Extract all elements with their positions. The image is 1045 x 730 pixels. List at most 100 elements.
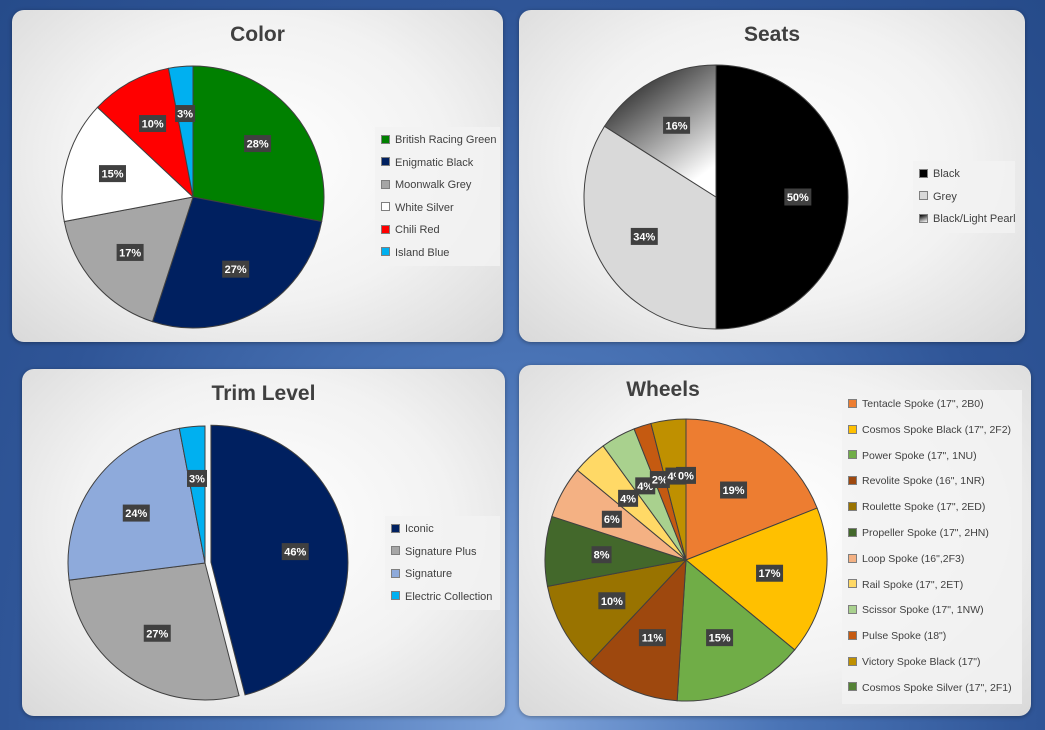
legend-label: Victory Spoke Black (17") xyxy=(862,655,981,668)
data-label-text: 34% xyxy=(633,231,655,243)
data-label-text: 2% xyxy=(652,475,668,487)
legend-item-island-blue: Island Blue xyxy=(381,242,494,265)
pie-slice-black xyxy=(715,64,849,330)
data-label-cosmos-spoke-black-17-2f2: 17% xyxy=(756,564,784,582)
legend-label: Power Spoke (17", 1NU) xyxy=(862,449,977,462)
data-label-black-light-pearl: 16% xyxy=(663,116,691,134)
legend-label: Iconic xyxy=(405,523,434,535)
legend-label: Black xyxy=(933,168,960,180)
legend-label: Signature xyxy=(405,568,453,580)
data-label-text: 0% xyxy=(678,470,694,482)
data-label-black: 50% xyxy=(784,188,812,206)
legend-swatch xyxy=(391,568,400,578)
data-label-electric-collection: 3% xyxy=(187,469,208,487)
data-label-power-spoke-17-1nu: 15% xyxy=(706,629,734,647)
pie-slice-victory-spoke-black-17 xyxy=(650,418,687,561)
data-label-loop-spoke-16-2f3: 6% xyxy=(601,510,622,528)
data-label-box xyxy=(598,592,626,610)
legend-swatch xyxy=(391,546,400,556)
chart-title: Color xyxy=(230,23,285,46)
data-label-rail-spoke-17-2et: 4% xyxy=(618,489,639,507)
legend-item-white-silver: White Silver xyxy=(381,197,494,220)
data-label-propeller-spoke-17-2hn: 8% xyxy=(591,546,612,564)
legend-item-cosmos-spoke-black-17-2f2: Cosmos Spoke Black (17", 2F2) xyxy=(848,418,1016,444)
legend-label: British Racing Green xyxy=(395,134,497,146)
legend-swatch xyxy=(381,134,390,144)
data-label-box xyxy=(618,489,639,507)
data-label-box xyxy=(676,466,696,484)
chart-panel-seats: Seats 50% 34% 16% Black Grey Black/Light Pea… xyxy=(519,10,1025,342)
legend-item-iconic: Iconic xyxy=(391,518,494,541)
legend-swatch xyxy=(848,424,857,434)
legend-label: Scissor Spoke (17", 1NW) xyxy=(862,604,984,617)
legend-item-black: Black xyxy=(919,163,1009,186)
data-label-text: 4% xyxy=(620,493,636,505)
legend-item-cosmos-spoke-silver-17-2f1: Cosmos Spoke Silver (17", 2F1) xyxy=(848,676,1016,702)
pie-slice-iconic xyxy=(210,424,349,696)
data-label-island-blue: 3% xyxy=(175,105,196,123)
legend-item-loop-spoke-16-2f3: Loop Spoke (16",2F3) xyxy=(848,547,1016,573)
data-label-box xyxy=(116,243,144,261)
chart-panel-wheels: Wheels 19% 17% 15% 11% 10% 8% 6% 4% 4% 2% 4% 0% Ten… xyxy=(519,365,1031,716)
legend-label: Propeller Spoke (17", 2HN) xyxy=(862,526,989,539)
legend-swatch xyxy=(381,157,390,167)
legend-label: Island Blue xyxy=(395,246,450,259)
data-label-text: 15% xyxy=(101,169,123,181)
legend-swatch xyxy=(848,527,857,537)
data-label-box xyxy=(175,105,196,123)
data-label-text: 19% xyxy=(723,485,745,497)
chart-legend: Iconic Signature Plus Signature Electric Co… xyxy=(385,516,500,610)
legend-swatch xyxy=(848,579,857,589)
data-label-revolite-spoke-16-1nr: 11% xyxy=(638,629,666,647)
legend-label: Loop Spoke (16",2F3) xyxy=(862,552,965,565)
pie-slice-white-silver xyxy=(61,106,195,223)
pie-slice-island-blue xyxy=(167,65,194,198)
legend-swatch xyxy=(381,179,390,189)
legend-label: Black/Light Pearl xyxy=(933,213,1016,225)
data-label-text: 11% xyxy=(642,633,664,645)
data-label-box xyxy=(630,227,658,245)
chart-legend: Tentacle Spoke (17", 2B0) Cosmos Spoke Bl… xyxy=(842,390,1022,704)
legend-swatch xyxy=(848,501,857,511)
legend-label: Enigmatic Black xyxy=(395,156,474,169)
data-label-box xyxy=(143,624,171,642)
legend-item-victory-spoke-black-17: Victory Spoke Black (17") xyxy=(848,650,1016,676)
chart-panel-color: Color 28% 27% 17% 15% 10% 3% British Racing G… xyxy=(12,10,503,342)
data-label-box xyxy=(222,260,250,278)
data-label-text: 27% xyxy=(225,264,247,276)
pie-slice-electric-collection xyxy=(178,425,206,564)
data-label-text: 6% xyxy=(604,514,620,526)
data-label-box xyxy=(139,115,167,133)
legend-item-enigmatic-black: Enigmatic Black xyxy=(381,152,494,175)
data-label-text: 8% xyxy=(594,550,610,562)
pie-slice-signature xyxy=(67,427,206,581)
data-label-box xyxy=(601,510,622,528)
data-label-british-racing-green: 28% xyxy=(244,135,272,153)
pie-slice-chili-red xyxy=(96,67,194,199)
legend-item-black-light-pearl: Black/Light Pearl xyxy=(919,208,1016,231)
legend-item-signature: Signature xyxy=(391,563,494,586)
data-label-box xyxy=(638,629,666,647)
data-label-text: 16% xyxy=(666,120,688,132)
legend-item-revolite-spoke-16-1nr: Revolite Spoke (16", 1NR) xyxy=(848,469,1016,495)
pie-slice-tentacle-spoke-17-2b0 xyxy=(685,418,818,561)
legend-item-scissor-spoke-17-1nw: Scissor Spoke (17", 1NW) xyxy=(848,598,1016,624)
legend-swatch xyxy=(848,553,857,563)
data-label-cosmos-spoke-silver-17-2f1: 0% xyxy=(676,466,696,484)
legend-item-pulse-spoke-18: Pulse Spoke (18") xyxy=(848,624,1016,650)
legend-label: Roulette Spoke (17", 2ED) xyxy=(862,501,986,514)
data-label-text: 17% xyxy=(759,568,781,580)
legend-swatch xyxy=(848,630,857,640)
legend-swatch xyxy=(919,191,928,201)
data-label-text: 3% xyxy=(177,109,193,121)
legend-swatch xyxy=(381,247,390,257)
data-label-box xyxy=(756,564,784,582)
legend-label: Moonwalk Grey xyxy=(395,179,472,191)
legend-label: Rail Spoke (17", 2ET) xyxy=(862,578,964,591)
legend-swatch xyxy=(848,476,857,486)
legend-item-rail-spoke-17-2et: Rail Spoke (17", 2ET) xyxy=(848,573,1016,599)
legend-swatch xyxy=(919,213,928,223)
chart-panel-trim-level: Trim Level 46% 27% 24% 3% Iconic Signature P… xyxy=(22,369,505,716)
data-label-box xyxy=(663,116,691,134)
data-label-signature: 24% xyxy=(122,504,150,522)
